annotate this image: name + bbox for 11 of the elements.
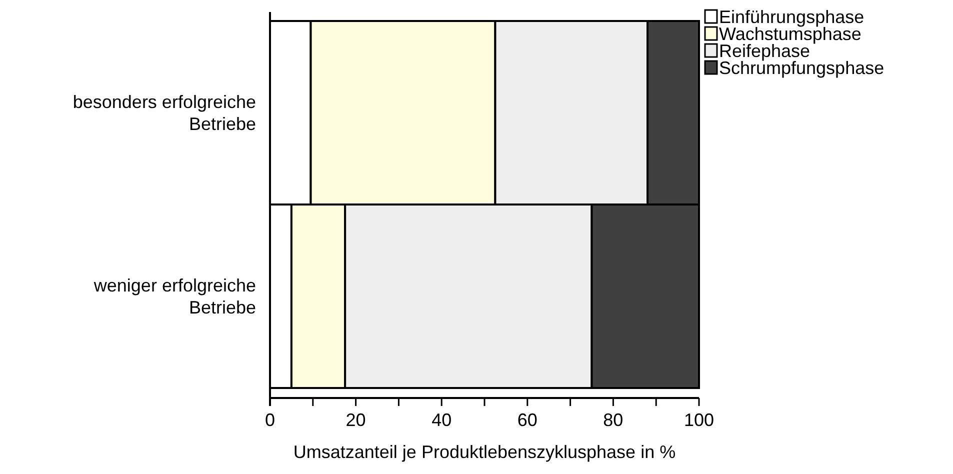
x-tick-label: 20 (346, 410, 366, 430)
x-tick-label: 0 (264, 410, 276, 430)
x-axis-title: Umsatzanteil je Produktlebenszyklusphase in % (293, 442, 676, 462)
x-tick-label: 60 (517, 410, 538, 430)
x-tick-label: 100 (684, 410, 714, 430)
y-tick-label: weniger erfolgreiche Betriebe (92, 275, 256, 318)
x-tick-label: 80 (603, 410, 624, 430)
legend-label: Reifephase (719, 41, 810, 61)
x-tick-label: 40 (432, 410, 452, 430)
legend-label: Einführungsphase (719, 7, 864, 27)
y-tick-label: besonders erfolgreiche Betriebe (72, 92, 256, 134)
